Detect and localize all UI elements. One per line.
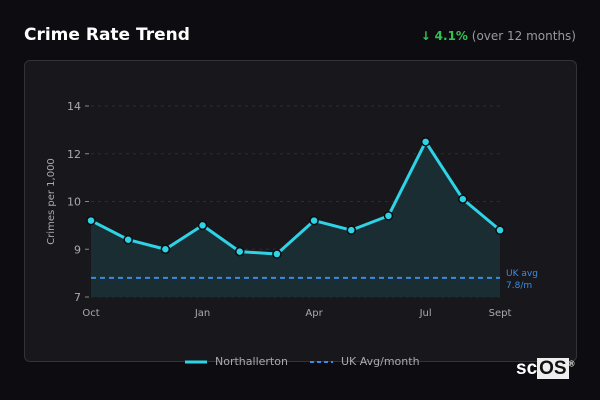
x-tick-label: Sept xyxy=(489,308,512,319)
legend-reference-label: UK Avg/month xyxy=(341,355,420,368)
y-axis-label: Crimes per 1,000 xyxy=(46,158,57,245)
series-area xyxy=(91,141,500,297)
legend-series-label: Northallerton xyxy=(215,355,288,368)
page-title: Crime Rate Trend xyxy=(24,25,190,45)
data-point xyxy=(160,244,171,254)
y-tick-label: 14 xyxy=(67,100,81,113)
data-point xyxy=(123,234,133,245)
data-point xyxy=(197,220,208,231)
x-tick-label: Apr xyxy=(305,308,323,319)
change-value: 4.1% xyxy=(434,29,468,43)
scos-logo: sc OS ® xyxy=(516,358,575,379)
x-tick-label: Jul xyxy=(419,308,432,319)
data-point xyxy=(495,225,505,235)
data-point xyxy=(272,249,282,259)
data-point xyxy=(458,194,468,204)
data-point xyxy=(383,211,394,221)
data-point xyxy=(309,215,319,226)
reference-label: UK avg xyxy=(506,269,538,279)
data-point xyxy=(346,225,357,235)
chart-card xyxy=(24,60,577,362)
data-point xyxy=(420,137,431,147)
y-tick-label: 12 xyxy=(67,148,81,161)
series-line xyxy=(90,140,501,256)
trend-change: ↓ 4.1% (over 12 months) xyxy=(421,29,576,43)
reference-label: 7.8/m xyxy=(506,281,532,291)
y-tick-label: 7 xyxy=(74,291,81,304)
data-point xyxy=(234,246,245,257)
data-point xyxy=(86,215,96,226)
change-arrow: ↓ xyxy=(420,29,431,43)
change-note: (over 12 months) xyxy=(471,29,576,43)
x-tick-label: Oct xyxy=(82,308,99,319)
y-tick-label: 10 xyxy=(67,196,81,209)
y-tick-label: 9 xyxy=(74,243,81,256)
x-tick-label: Jan xyxy=(194,308,210,319)
